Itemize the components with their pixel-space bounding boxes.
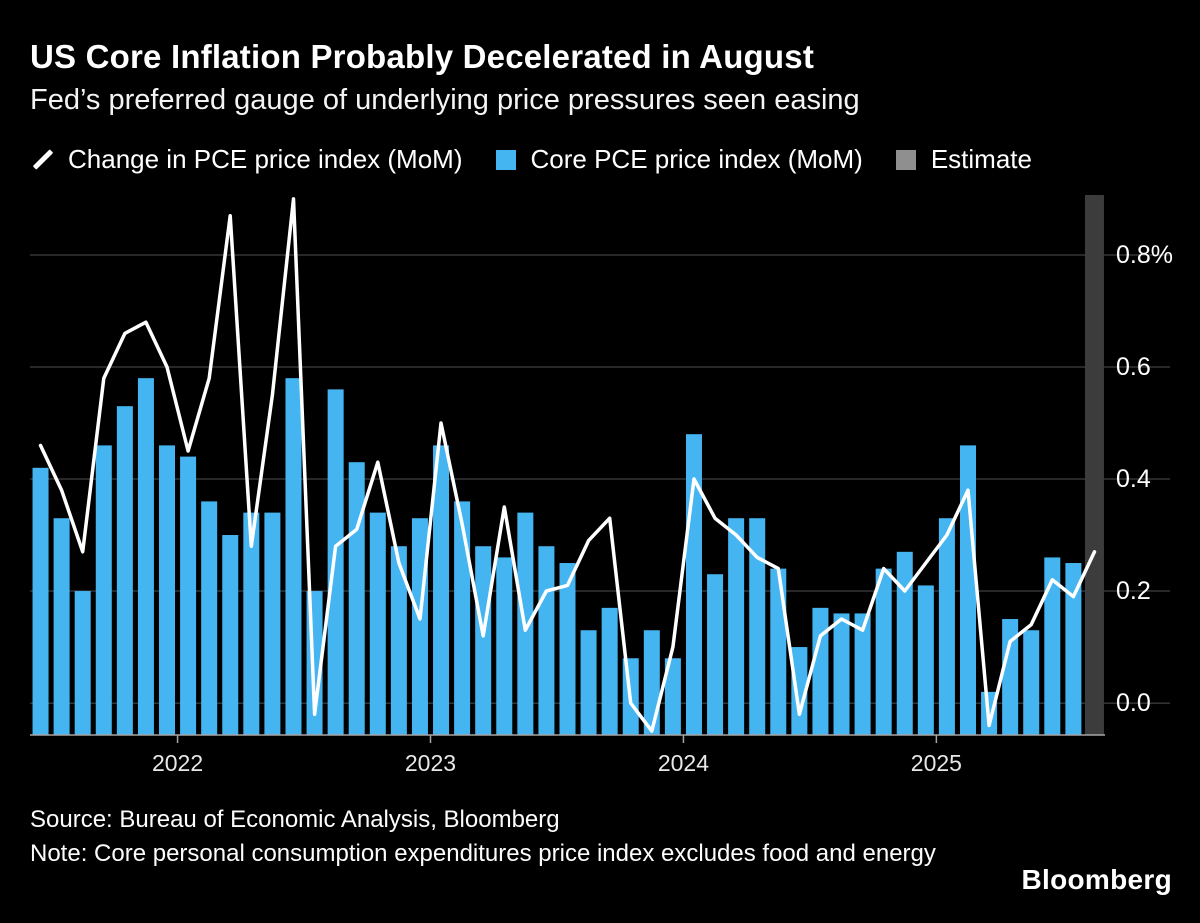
line-series-swatch-icon (30, 147, 56, 173)
bar-series-swatch-icon (493, 147, 519, 173)
page-title: US Core Inflation Probably Decelerated i… (30, 38, 815, 75)
chart-legend: Change in PCE price index (MoM) Core PCE… (30, 144, 1032, 175)
svg-text:2022: 2022 (152, 750, 203, 776)
chart-svg: 0.0 0.2 0.4 0.6 0.8% 2022 2023 2024 2025 (30, 195, 1173, 776)
estimate-swatch-icon (893, 147, 919, 173)
bloomberg-logo: Bloomberg (1021, 864, 1172, 895)
legend-label: Change in PCE price index (MoM) (68, 144, 463, 174)
estimate-band (1084, 195, 1104, 735)
svg-text:0.0: 0.0 (1116, 689, 1151, 717)
legend-item-estimate: Estimate (893, 144, 1032, 175)
legend-item-pce-line: Change in PCE price index (MoM) (30, 144, 463, 175)
gridlines (30, 254, 1170, 704)
svg-text:0.4: 0.4 (1116, 465, 1151, 493)
svg-text:2024: 2024 (658, 750, 709, 776)
legend-item-core-pce-bars: Core PCE price index (MoM) (493, 144, 863, 175)
svg-text:0.2: 0.2 (1116, 577, 1151, 605)
y-axis-labels: 0.0 0.2 0.4 0.6 0.8% (1116, 241, 1173, 717)
legend-label: Core PCE price index (MoM) (530, 144, 863, 174)
note-text: Note: Core personal consumption expendit… (30, 840, 936, 867)
page-subtitle: Fed’s preferred gauge of underlying pric… (30, 84, 860, 116)
svg-text:2023: 2023 (405, 750, 456, 776)
svg-text:0.8%: 0.8% (1116, 241, 1173, 269)
source-text: Source: Bureau of Economic Analysis, Blo… (30, 806, 560, 833)
svg-text:2025: 2025 (911, 750, 962, 776)
pce-line (38, 197, 1097, 733)
legend-label: Estimate (930, 144, 1032, 174)
x-axis: 2022 2023 2024 2025 (30, 734, 1105, 776)
svg-text:0.6: 0.6 (1116, 353, 1151, 381)
core-pce-bars (32, 378, 1082, 735)
